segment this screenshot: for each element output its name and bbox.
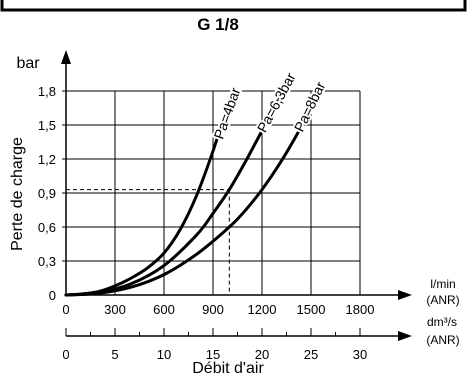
- x-axis-secondary-unit-note: (ANR): [426, 333, 459, 347]
- x-tick-label: 300: [104, 302, 126, 317]
- y-tick-label: 0: [49, 288, 56, 303]
- y-axis-unit: bar: [16, 55, 40, 72]
- x-tick-label: 600: [153, 302, 175, 317]
- y-tick-label: 0,3: [38, 254, 56, 269]
- series-label: Pa=4bar: [210, 85, 243, 141]
- x2-tick-label: 15: [206, 347, 220, 362]
- x2-tick-label: 25: [304, 347, 318, 362]
- y-axis-title: Perte de charge: [9, 137, 26, 251]
- x2-tick-label: 10: [157, 347, 171, 362]
- x-tick-label: 1500: [297, 302, 326, 317]
- x2-tick-label: 5: [111, 347, 118, 362]
- x2-tick-label: 0: [62, 347, 69, 362]
- series-label: Pa=8bar: [291, 79, 329, 134]
- x-tick-label: 900: [202, 302, 224, 317]
- x-tick-label: 1800: [346, 302, 375, 317]
- series-line: [64, 89, 320, 297]
- x-axis-arrow: [398, 290, 412, 300]
- x2-tick-label: 20: [255, 347, 269, 362]
- y-axis-arrow: [61, 50, 71, 64]
- x2-axis-arrow: [398, 331, 412, 341]
- x-axis-primary-unit: l/min: [430, 277, 455, 291]
- y-tick-label: 0,6: [38, 220, 56, 235]
- y-tick-label: 1,2: [38, 152, 56, 167]
- y-tick-label: 1,8: [38, 84, 56, 99]
- x-axis-title: Débit d'air: [192, 360, 264, 377]
- x-tick-label: 0: [62, 302, 69, 317]
- x-tick-label: 1200: [248, 302, 277, 317]
- x-axis-secondary-unit: dm³/s: [427, 315, 457, 329]
- series-line: [64, 89, 285, 297]
- chart-title: G 1/8: [197, 15, 239, 34]
- title-frame: [0, 0, 467, 12]
- x2-tick-label: 30: [353, 347, 367, 362]
- y-tick-label: 1,5: [38, 118, 56, 133]
- x-axis-primary-unit-note: (ANR): [426, 293, 459, 307]
- y-tick-label: 0,9: [38, 186, 56, 201]
